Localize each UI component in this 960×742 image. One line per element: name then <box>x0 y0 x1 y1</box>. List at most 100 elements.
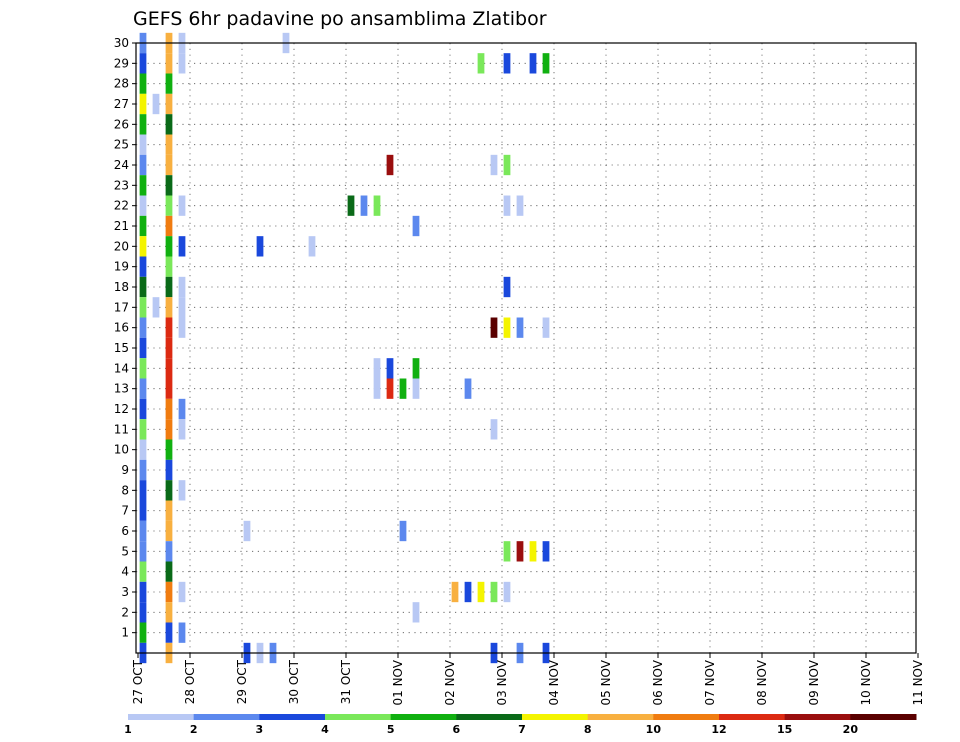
y-tick-label: 18 <box>114 280 129 294</box>
heatmap-cell <box>373 378 381 399</box>
heatmap-cell <box>139 439 147 460</box>
x-tick-label: 27 OCT <box>131 659 145 704</box>
heatmap-cell <box>165 419 173 440</box>
heatmap-cell <box>165 317 173 338</box>
heatmap-cell <box>386 378 394 399</box>
heatmap-cell <box>178 317 186 338</box>
heatmap-cell <box>165 236 173 257</box>
heatmap-cell <box>139 480 147 501</box>
y-tick-label: 14 <box>114 361 129 375</box>
y-tick-label: 29 <box>114 56 129 70</box>
heatmap-cell <box>139 602 147 623</box>
heatmap-cell <box>165 215 173 237</box>
heatmap-cell <box>451 581 459 603</box>
heatmap-cell <box>503 276 511 298</box>
y-tick-label: 30 <box>114 36 129 50</box>
heatmap-cell <box>139 419 147 440</box>
heatmap-cell <box>178 195 186 216</box>
heatmap-cell <box>152 93 160 115</box>
colorbar-level-label: 1 <box>124 723 132 736</box>
heatmap-cell <box>347 195 355 216</box>
heatmap-cell <box>165 459 173 481</box>
heatmap-cell <box>139 622 147 643</box>
heatmap-cell <box>139 175 147 196</box>
heatmap-cell <box>165 53 173 74</box>
x-tick-label: 07 NOV <box>703 659 717 705</box>
heatmap-cell <box>542 53 550 74</box>
x-axis: 27 OCT 28 OCT 29 OCT 30 OCT 31 OCT 01 NOV 02 N… <box>131 653 925 706</box>
heatmap-cell <box>165 561 173 582</box>
colorbar-level-label: 10 <box>646 723 662 736</box>
x-tick-label: 06 NOV <box>651 659 665 705</box>
heatmap-cell <box>399 520 407 542</box>
heatmap-cell <box>165 602 173 623</box>
y-tick-label: 11 <box>114 422 129 436</box>
heatmap-cell <box>152 297 160 318</box>
heatmap-cell <box>139 215 147 237</box>
y-tick-label: 27 <box>114 97 129 111</box>
colorbar-segment <box>128 714 195 720</box>
heatmap-cell <box>139 134 147 155</box>
heatmap-cell <box>464 581 472 603</box>
heatmap-cell <box>139 236 147 257</box>
colorbar-level-label: 12 <box>711 723 726 736</box>
x-tick-label: 05 NOV <box>599 659 613 705</box>
colorbar-level-label: 8 <box>584 723 592 736</box>
y-tick-label: 5 <box>121 544 129 558</box>
heatmap-cell <box>165 114 173 135</box>
x-tick-label: 03 NOV <box>495 659 509 705</box>
heatmap-cell <box>516 317 524 338</box>
heatmap-cell <box>529 53 537 74</box>
colorbar-level-label: 7 <box>518 723 526 736</box>
heatmap-cell <box>139 297 147 318</box>
colorbar-level-label: 20 <box>843 723 859 736</box>
y-tick-label: 22 <box>114 199 129 213</box>
heatmap-cell <box>503 195 511 216</box>
y-tick-label: 20 <box>114 239 129 253</box>
x-tick-label: 04 NOV <box>547 659 561 705</box>
colorbar-segment <box>653 714 720 720</box>
heatmap-cell <box>542 541 550 562</box>
heatmap-cell <box>178 419 186 440</box>
heatmap-cell <box>412 602 420 623</box>
heatmap-cell <box>139 93 147 115</box>
heatmap-cell <box>178 276 186 298</box>
heatmap-cell <box>256 236 264 257</box>
y-tick-label: 23 <box>114 178 129 192</box>
heatmap-cell <box>412 215 420 237</box>
heatmap-cell <box>529 541 537 562</box>
heatmap-cell <box>503 53 511 74</box>
heatmap-cell <box>139 520 147 542</box>
heatmap-cell <box>503 154 511 176</box>
heatmap-cell <box>165 378 173 399</box>
chart-title: GEFS 6hr padavine po ansamblima Zlatibor <box>133 8 547 30</box>
colorbar-level-label: 2 <box>190 723 198 736</box>
heatmap-cell <box>243 520 251 542</box>
colorbar-segment <box>259 714 326 720</box>
heatmap-cell <box>503 541 511 562</box>
heatmap-cell <box>165 520 173 542</box>
colorbar-segment <box>193 714 260 720</box>
colorbar-level-label: 4 <box>321 723 329 736</box>
y-tick-label: 6 <box>121 524 129 538</box>
heatmap-cell <box>178 236 186 257</box>
y-tick-label: 1 <box>121 626 129 640</box>
heatmap-cell <box>165 439 173 460</box>
heatmap-cell <box>178 297 186 318</box>
heatmap-cell <box>165 154 173 176</box>
x-tick-label: 01 NOV <box>391 659 405 705</box>
heatmap-cell <box>139 317 147 338</box>
x-tick-label: 11 NOV <box>911 659 925 705</box>
x-tick-label: 31 OCT <box>339 659 353 704</box>
heatmap-cell <box>386 358 394 379</box>
heatmap-cell <box>178 398 186 420</box>
heatmap-cell <box>516 541 524 562</box>
y-tick-label: 24 <box>114 158 129 172</box>
heatmap-cell <box>139 581 147 603</box>
heatmap-cell <box>412 358 420 379</box>
heatmap-cell <box>373 195 381 216</box>
heatmap-cell <box>178 622 186 643</box>
heatmap-cell <box>139 256 147 277</box>
colorbar-legend: 1 2 3 4 5 6 7 8 10 12 15 20 <box>124 714 917 736</box>
heatmap-cell <box>490 154 498 176</box>
